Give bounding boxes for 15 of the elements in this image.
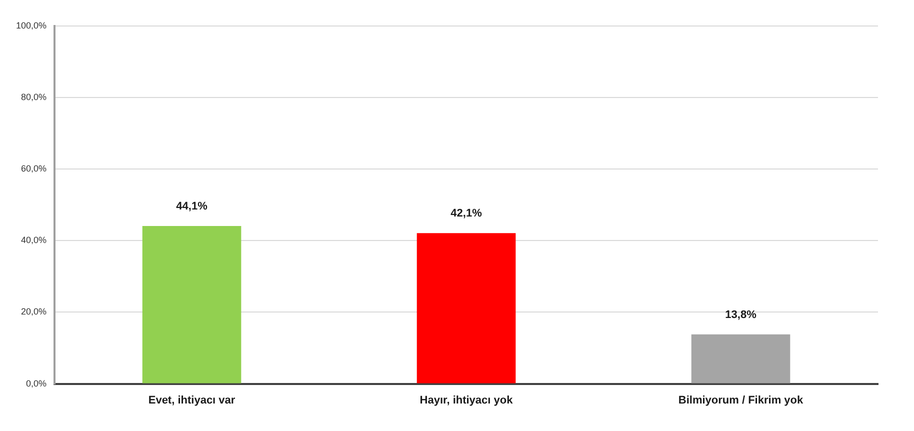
bar bbox=[142, 226, 242, 384]
bar bbox=[691, 334, 790, 384]
x-tick-label: Bilmiyorum / Fikrim yok bbox=[678, 394, 804, 406]
bar bbox=[416, 233, 516, 384]
y-tick-label: 20,0% bbox=[20, 306, 47, 317]
y-tick-label: 100,0% bbox=[16, 20, 47, 30]
y-tick-label: 40,0% bbox=[20, 235, 47, 246]
data-label: 42,1% bbox=[450, 208, 482, 220]
y-tick-label: 60,0% bbox=[20, 164, 47, 174]
data-label: 44,1% bbox=[176, 200, 208, 213]
x-tick-label: Evet, ihtiyacı var bbox=[148, 394, 236, 406]
x-tick-label: Hayır, ihtiyacı yok bbox=[420, 394, 514, 406]
y-tick-label: 80,0% bbox=[20, 92, 47, 102]
y-tick-label: 0,0% bbox=[26, 378, 47, 388]
data-label: 13,8% bbox=[725, 308, 757, 321]
